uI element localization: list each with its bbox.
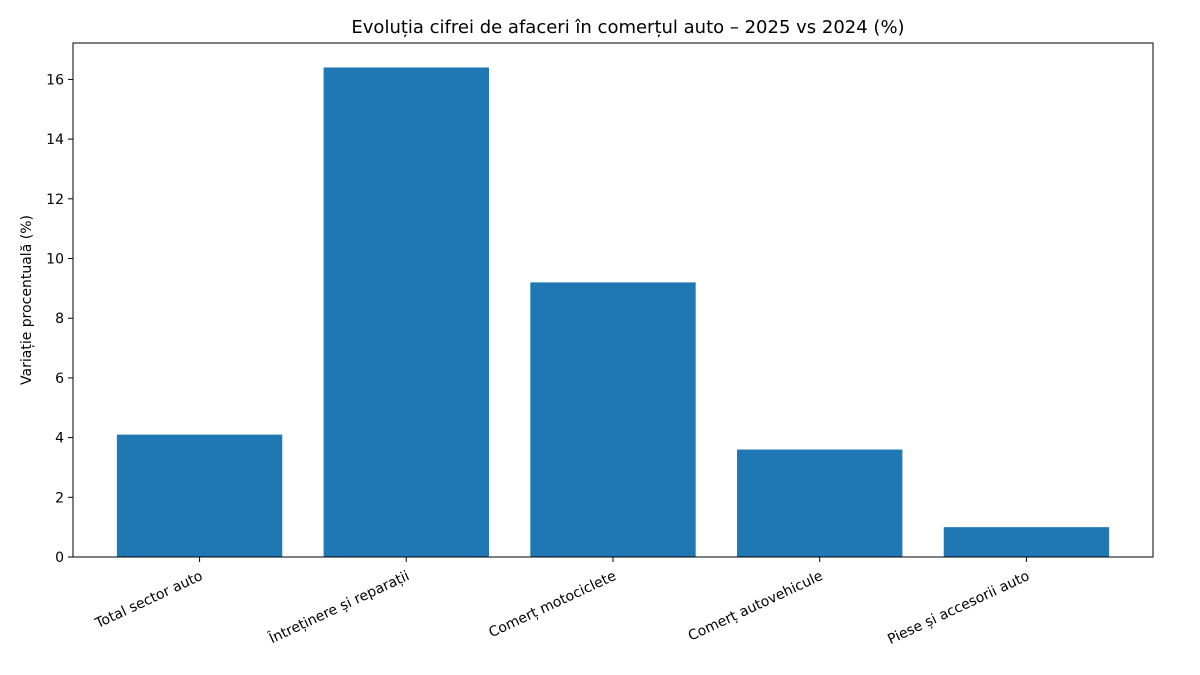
x-tick-label: Total sector auto: [92, 568, 205, 632]
bar-2: [530, 282, 696, 557]
y-axis-label: Variație procentuală (%): [19, 215, 35, 385]
x-tick-label: Comerț autovehicule: [686, 568, 826, 644]
chart-title: Evoluția cifrei de afaceri în comerțul a…: [351, 17, 904, 38]
y-tick-label: 4: [55, 431, 64, 447]
y-tick-label: 10: [46, 252, 64, 268]
y-tick-label: 8: [55, 311, 64, 327]
y-tick-label: 14: [46, 132, 64, 148]
x-tick-label: Piese și accesorii auto: [885, 568, 1032, 648]
y-tick-label: 6: [55, 371, 64, 387]
bar-3: [737, 449, 903, 557]
y-tick-label: 0: [55, 550, 64, 566]
x-tick-label: Întreținere și reparații: [265, 566, 412, 647]
plot-frame: [72, 42, 1154, 558]
y-tick-label: 2: [55, 490, 64, 506]
plot-area: Total sector auto Întreținere și reparați…: [46, 42, 1154, 648]
y-tick-label: 12: [46, 192, 64, 208]
bar-4: [943, 527, 1110, 557]
x-tick-label: Comerț motociclete: [486, 568, 618, 641]
y-tick-label: 16: [46, 72, 64, 88]
bar-1: [323, 67, 489, 557]
bar-0: [116, 434, 283, 557]
